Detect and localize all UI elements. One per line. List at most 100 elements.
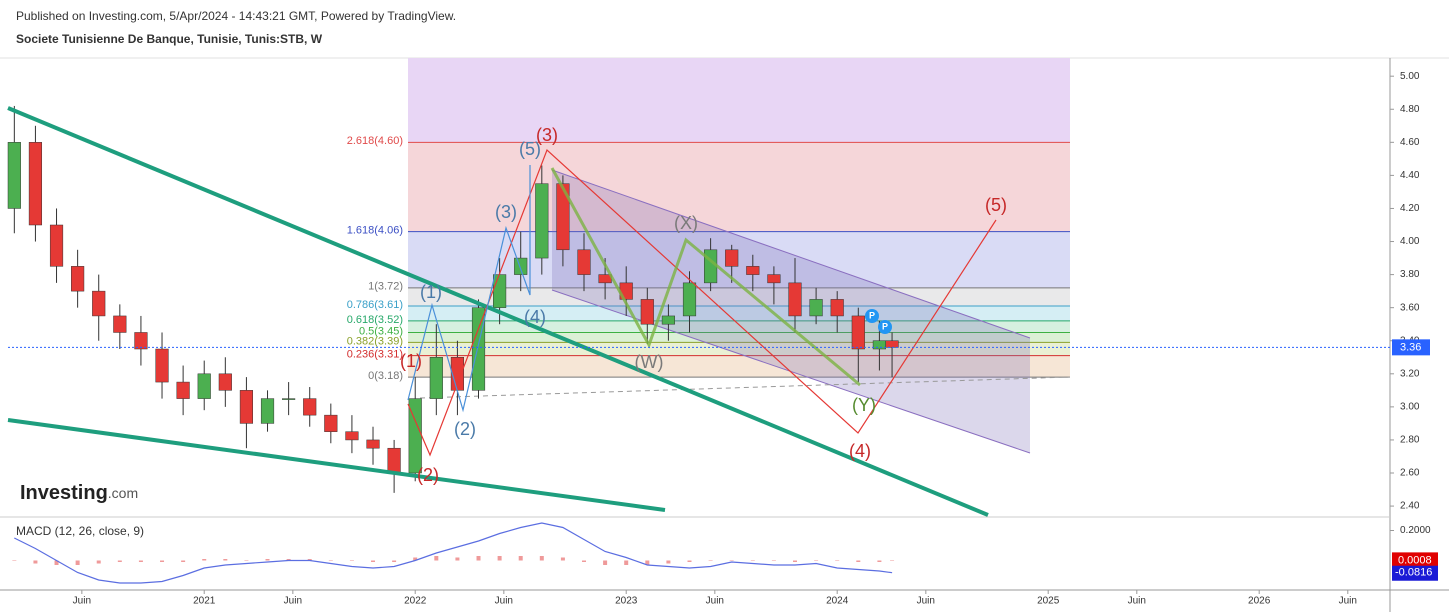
macd-histogram-bar [560, 557, 565, 561]
wave-label: (2) [417, 465, 439, 485]
x-tick-label: 2022 [404, 596, 427, 607]
macd-histogram-bar [413, 557, 418, 561]
macd-histogram-bar [603, 560, 608, 565]
macd-histogram-bar [539, 556, 544, 561]
candle-body [885, 340, 899, 348]
fib-label: 0.236(3.31) [347, 349, 403, 361]
y-tick-label: 3.80 [1400, 269, 1420, 280]
fib-band [408, 332, 1070, 343]
macd-histogram-bar [582, 560, 587, 562]
candle-body [7, 142, 21, 209]
pivot-icon-text: P [869, 310, 875, 320]
fib-band [408, 342, 1070, 356]
candle-body [809, 299, 823, 317]
logo-text: Investing [20, 482, 108, 504]
candle-body [71, 266, 85, 292]
macd-histogram-bar [117, 560, 122, 562]
macd-histogram-bar [328, 560, 333, 561]
macd-histogram-bar [877, 560, 882, 562]
candle-body [535, 183, 549, 259]
wave-label: (Y) [852, 395, 876, 415]
candle-body [682, 282, 697, 317]
symbol-title: Societe Tunisienne De Banque, Tunisie, T… [16, 32, 323, 46]
candle-body [303, 398, 317, 416]
channel-top [551, 169, 1031, 339]
published-note: Published on Investing.com, 5/Apr/2024 -… [16, 9, 456, 23]
macd-histogram-bar [624, 560, 629, 565]
fib-label: 0.618(3.52) [347, 314, 403, 326]
macd-histogram-bar [223, 559, 228, 561]
pivot-icon [878, 320, 892, 334]
macd-histogram-bar [202, 559, 207, 561]
wave-label: (X) [674, 213, 698, 233]
x-tick-label: Juin [706, 596, 724, 607]
macd-histogram-bar [286, 559, 291, 561]
macd-histogram-bar [666, 560, 671, 564]
macd-histogram-bar [750, 560, 755, 561]
candle-body [197, 373, 211, 399]
macd-histogram-bar [890, 560, 895, 561]
macd-histogram-bar [265, 559, 270, 561]
y-tick-label: 3.20 [1400, 368, 1420, 379]
y-tick-label: 4.60 [1400, 137, 1420, 148]
candle-body [450, 357, 464, 391]
macd-histogram-bar [455, 557, 460, 561]
candle-body [134, 332, 148, 350]
candle-body [345, 431, 359, 441]
wave-label: (1) [400, 351, 422, 371]
candle-body [429, 357, 443, 399]
candle-body [788, 282, 802, 317]
fib-label: 1(3.72) [368, 281, 403, 293]
y-tick-label: 4.00 [1400, 236, 1420, 247]
wave-label: (W) [635, 352, 664, 372]
macd-histogram-bar [814, 560, 819, 561]
candle-body [155, 348, 169, 383]
macd-histogram-bar [160, 560, 165, 562]
candle-body [176, 381, 190, 399]
macd-histogram-bar [793, 560, 798, 562]
wave-label: (5) [519, 139, 541, 159]
wave-label: (4) [849, 441, 871, 461]
last-price-label: 3.36 [1400, 341, 1421, 353]
candle-body [493, 274, 507, 308]
candle-body [851, 315, 865, 350]
candle-body [260, 398, 275, 424]
candle-body [218, 373, 232, 391]
macd-histogram-bar [835, 560, 840, 561]
macd-histogram-bar [476, 556, 481, 561]
x-tick-label: Juin [1128, 596, 1146, 607]
y-tick-label: 5.00 [1400, 71, 1420, 82]
macd-line [14, 522, 893, 584]
macd-histogram-bar [12, 560, 17, 561]
candle-body [872, 340, 886, 350]
macd-histogram-bar [138, 560, 143, 562]
macd-histogram-bar [434, 556, 439, 561]
candle-body [282, 398, 296, 400]
macd-histogram-bar [75, 560, 80, 565]
candle-body [767, 274, 781, 284]
macd-histogram-bar [349, 560, 354, 561]
wave-label: (5) [985, 195, 1007, 215]
x-tick-label: 2021 [193, 596, 216, 607]
candle-body [387, 447, 401, 474]
fib-label: 0.5(3.45) [359, 325, 403, 337]
y-tick-label: 3.00 [1400, 402, 1420, 413]
macd-histogram-value: 0.0008 [1398, 554, 1432, 566]
candle-body [556, 183, 570, 251]
macd-histogram-bar [181, 560, 186, 562]
green-wave [550, 167, 861, 387]
macd-histogram-bar [708, 560, 713, 561]
trend-line [7, 106, 989, 517]
macd-histogram-bar [771, 560, 776, 561]
candle-body [239, 390, 254, 424]
fib-band [408, 58, 1070, 143]
macd-histogram-bar [96, 560, 101, 564]
macd-histogram-bar [33, 560, 38, 564]
wave-label: (2) [454, 419, 476, 439]
candle-body [471, 307, 486, 391]
fib-band [408, 320, 1070, 333]
candle-body [28, 142, 43, 226]
wave-label: (3) [536, 125, 558, 145]
macd-histogram-bar [518, 556, 523, 561]
